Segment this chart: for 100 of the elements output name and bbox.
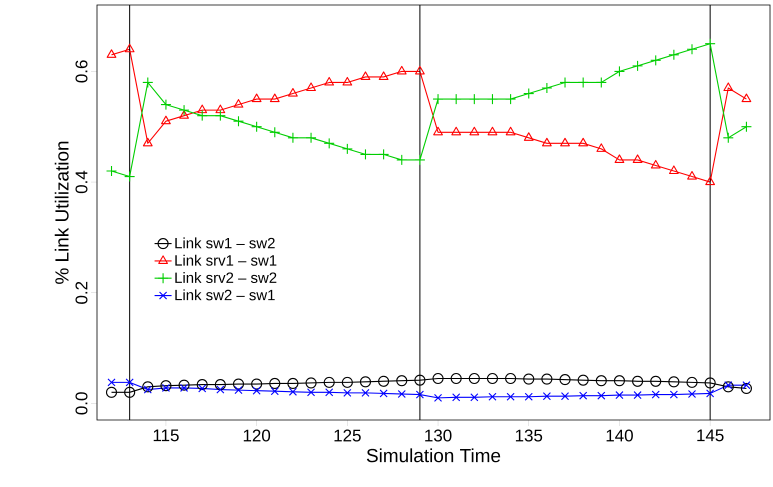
point <box>106 49 116 58</box>
point <box>232 378 244 390</box>
point <box>650 376 662 387</box>
point <box>450 94 462 105</box>
point <box>506 126 516 136</box>
point <box>343 388 352 397</box>
point <box>160 380 172 392</box>
point <box>578 138 588 146</box>
point <box>506 392 515 401</box>
point <box>597 392 606 400</box>
point <box>742 381 751 390</box>
point <box>632 376 644 387</box>
point <box>614 375 625 386</box>
point <box>214 110 226 122</box>
point <box>668 376 680 388</box>
point <box>306 388 316 396</box>
point <box>433 126 443 136</box>
point <box>670 390 678 399</box>
point <box>270 94 280 102</box>
point <box>126 378 134 386</box>
point <box>432 372 444 384</box>
point <box>142 138 153 146</box>
point <box>722 381 734 392</box>
point <box>650 160 661 169</box>
point <box>216 385 224 394</box>
point <box>668 165 679 174</box>
point <box>723 82 734 92</box>
x-tick-label: 120 <box>244 430 270 442</box>
y-tick-label: 0.6 <box>75 60 88 83</box>
point <box>269 126 280 138</box>
point <box>214 379 226 390</box>
point <box>124 386 136 398</box>
point <box>269 378 280 390</box>
point <box>541 374 552 385</box>
point <box>559 76 571 88</box>
point <box>724 381 732 390</box>
point <box>686 44 698 55</box>
point <box>469 126 480 136</box>
point <box>650 54 662 66</box>
point <box>668 49 680 60</box>
point <box>596 143 606 152</box>
legend-label: Link sw1 – sw2 <box>175 237 275 248</box>
point <box>468 372 480 384</box>
point <box>523 374 534 385</box>
point <box>488 392 497 401</box>
point <box>486 94 498 105</box>
x-tick-label: 140 <box>606 430 633 442</box>
point <box>704 38 716 50</box>
point <box>251 378 262 390</box>
point <box>144 385 152 394</box>
point <box>452 393 460 402</box>
point <box>541 82 552 94</box>
point <box>687 170 697 180</box>
point <box>197 104 208 114</box>
x-tick-label: 145 <box>697 430 724 442</box>
point <box>287 132 298 144</box>
point <box>106 386 118 398</box>
point <box>705 176 716 186</box>
legend-label: Link srv1 – sw1 <box>175 254 276 266</box>
point <box>632 60 644 72</box>
point <box>450 372 462 384</box>
point <box>451 126 462 136</box>
point <box>252 386 261 395</box>
point <box>178 380 190 391</box>
x-tick-label: 125 <box>334 430 361 442</box>
point <box>378 376 390 387</box>
point <box>596 76 607 88</box>
point <box>688 390 696 398</box>
point <box>615 391 624 400</box>
point <box>722 132 734 144</box>
point <box>142 381 154 392</box>
point <box>306 377 317 388</box>
y-tick-label: 0.0 <box>75 392 88 415</box>
point <box>162 384 170 392</box>
point <box>198 384 206 393</box>
point <box>579 392 588 400</box>
y-axis-title: % Link Utilization <box>54 142 69 284</box>
point <box>542 138 552 146</box>
point <box>488 126 498 136</box>
point <box>180 384 188 392</box>
point <box>196 110 208 122</box>
point <box>704 377 716 388</box>
point <box>505 94 516 105</box>
point <box>234 386 243 394</box>
point <box>361 388 370 397</box>
point <box>360 376 372 388</box>
point <box>434 394 442 402</box>
point <box>288 88 298 97</box>
point <box>505 372 516 384</box>
point <box>124 170 136 182</box>
point <box>432 94 444 105</box>
point <box>161 116 171 124</box>
point <box>178 104 190 116</box>
x-tick-label: 135 <box>516 430 542 442</box>
point <box>740 382 752 394</box>
point <box>360 148 372 160</box>
point <box>578 76 589 88</box>
point <box>288 388 298 396</box>
point <box>251 121 262 132</box>
x-tick-label: 115 <box>154 430 179 442</box>
